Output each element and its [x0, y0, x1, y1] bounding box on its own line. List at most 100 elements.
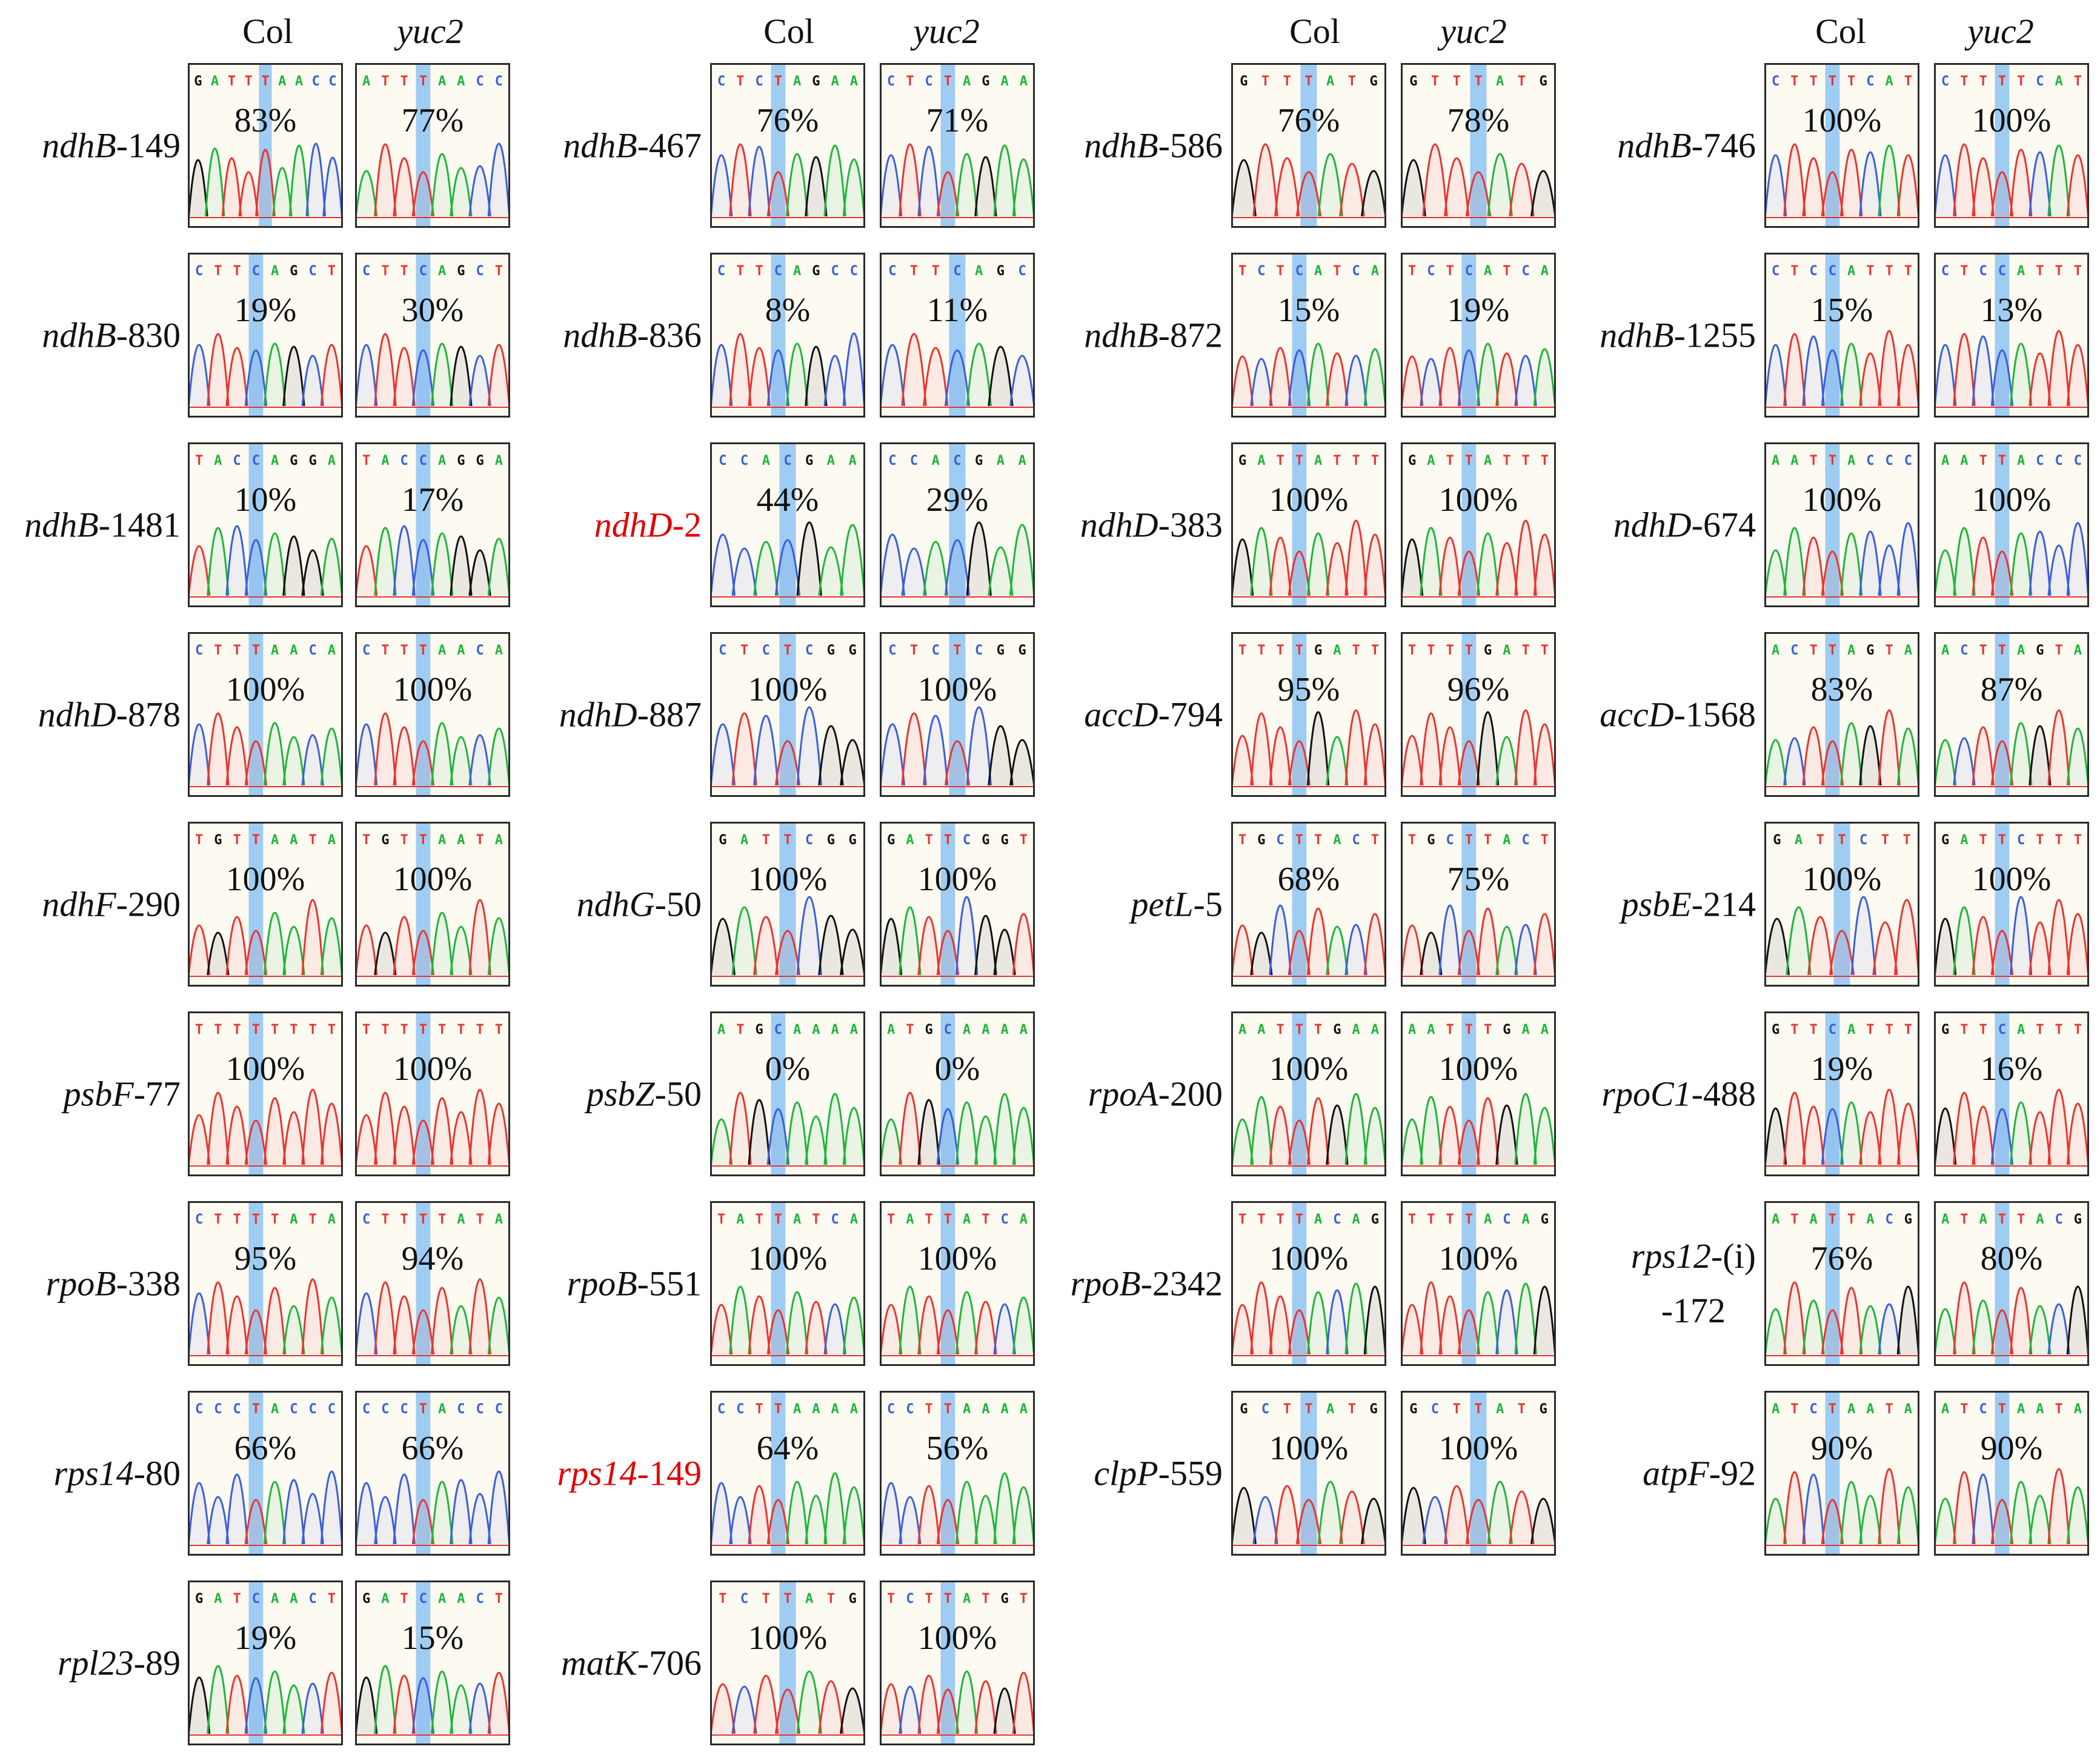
base-letter: C [1333, 1212, 1341, 1227]
peak-T [450, 1111, 473, 1165]
peak-T [225, 916, 248, 976]
chromatogram-wave [1233, 634, 1384, 795]
gene-name: ndhB [1084, 315, 1158, 355]
base-letter: A [271, 643, 279, 658]
base-letter: A [2017, 1022, 2025, 1038]
base-letter: A [1371, 264, 1379, 279]
editing-percentage: 64% [756, 1430, 819, 1467]
peak-T [282, 1111, 305, 1165]
base-letter: G [2073, 1212, 2082, 1227]
peak-A [1953, 906, 1976, 976]
edit-site-highlight [1995, 1203, 2010, 1364]
chromatogram-yuc2: A A T T T G A A 100% [1401, 1011, 1556, 1176]
chromatogram-wave [1766, 65, 1918, 226]
base-letter: G [982, 833, 990, 848]
base-letter: T [1998, 1402, 2006, 1417]
peak-T [357, 545, 378, 596]
gene-name: rps12 [1630, 1236, 1711, 1276]
peak-T [1420, 1281, 1443, 1355]
peak-C [1936, 344, 1957, 407]
peak-A [955, 153, 979, 217]
peak-T [1363, 533, 1384, 596]
peak-G [1233, 159, 1257, 217]
peak-C [823, 355, 846, 407]
peak-A [1012, 158, 1033, 217]
base-letter: T [214, 1022, 222, 1038]
peak-T [2047, 1468, 2070, 1545]
base-letter: C [1430, 1402, 1440, 1417]
site-position: -746 [1691, 125, 1756, 165]
base-letter: A [327, 643, 336, 658]
peak-T [263, 1097, 287, 1165]
peak-T [221, 157, 242, 217]
editing-percentage: 56% [926, 1430, 989, 1467]
base-letter: T [400, 1022, 408, 1038]
base-letter: G [826, 833, 835, 848]
peak-T [729, 143, 752, 217]
peak-A [1495, 736, 1518, 786]
peak-A [450, 1684, 473, 1734]
chromatogram-wave [882, 634, 1033, 795]
base-letter: C [774, 1022, 782, 1038]
peak-T [1859, 1111, 1882, 1165]
base-letter: A [271, 1591, 279, 1607]
peak-T [1972, 1105, 1995, 1165]
base-letter: T [2055, 1022, 2063, 1038]
peak-A [842, 1296, 863, 1355]
base-letter: T [1904, 264, 1912, 279]
chromatogram-wave [712, 65, 863, 226]
peak-T [805, 1301, 828, 1355]
peak-C [712, 533, 736, 596]
base-letter: G [1539, 74, 1547, 89]
peak-G [1326, 1104, 1349, 1165]
chromatogram-yuc2: C T T T T C A T 100% [1934, 63, 2089, 228]
chromatogram-col: A A T T A C C C 100% [1764, 442, 1919, 607]
base-letter: C [233, 453, 241, 468]
editing-percentage: 66% [401, 1430, 464, 1467]
peak-A [450, 925, 473, 976]
base-letter: T [1809, 453, 1818, 468]
chromatogram-wave [712, 1013, 863, 1174]
peak-T [1233, 1304, 1254, 1355]
base-letter: C [1276, 833, 1284, 848]
peak-C [468, 734, 491, 786]
chromatogram-wave [712, 444, 863, 605]
base-letter: T [783, 833, 792, 848]
base-letter: T [2036, 264, 2044, 279]
edit-site-highlight [248, 824, 264, 985]
base-letter: T [244, 74, 253, 89]
peak-T [1953, 1091, 1976, 1165]
base-letter: A [1496, 74, 1504, 89]
peak-T [207, 1091, 230, 1165]
edit-site-highlight [949, 634, 966, 795]
base-letter: C [1261, 1402, 1270, 1417]
base-letter: T [736, 74, 745, 89]
chromatogram-col: G A T C A A C T 19% [188, 1580, 343, 1745]
peak-A [288, 144, 310, 217]
peak-T [753, 1674, 779, 1734]
peak-T [1802, 536, 1825, 596]
peak-G [988, 725, 1014, 786]
peak-A [1306, 532, 1330, 596]
base-letter: A [849, 1402, 858, 1417]
base-letter: C [943, 1022, 952, 1038]
base-letter: G [805, 453, 814, 468]
base-letter: T [1464, 1212, 1473, 1227]
peak-A [785, 1481, 809, 1545]
base-letter: T [1276, 264, 1284, 279]
peak-C [225, 525, 248, 596]
base-letter: T [2073, 74, 2082, 89]
peak-T [393, 157, 416, 217]
site-label: ndhB-1255 [1600, 315, 1756, 356]
base-letter: T [1276, 1022, 1284, 1038]
chromatogram-wave [1936, 634, 2087, 795]
peak-T [1457, 930, 1481, 976]
base-letter: A [1257, 453, 1266, 468]
peak-T [1894, 899, 1918, 976]
